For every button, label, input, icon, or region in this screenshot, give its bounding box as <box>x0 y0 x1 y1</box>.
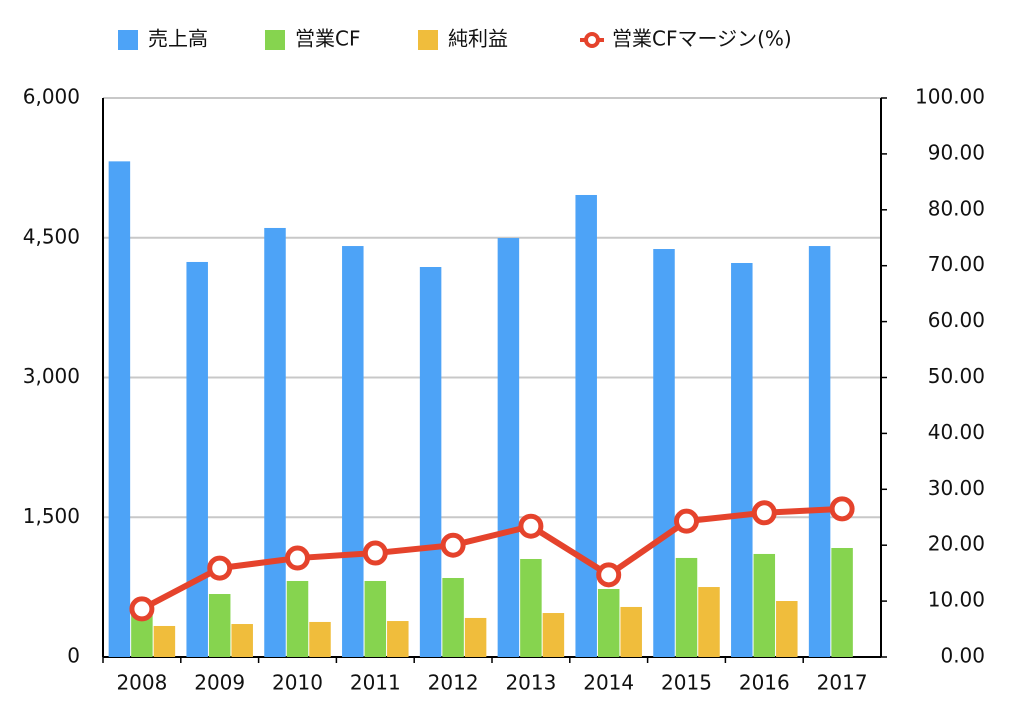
bar <box>542 613 565 657</box>
y2-tick-label: 80.00 <box>928 196 985 220</box>
bar <box>309 621 331 657</box>
bar <box>575 194 597 657</box>
y2-tick-label: 50.00 <box>928 364 985 388</box>
legend-swatch <box>584 32 600 48</box>
bar <box>776 601 798 657</box>
bar <box>653 249 675 657</box>
bar <box>675 557 698 657</box>
bar <box>520 558 542 657</box>
line-marker <box>285 545 310 571</box>
y2-tick-label: 100.00 <box>915 85 985 109</box>
bar <box>364 580 387 657</box>
bar <box>131 610 153 657</box>
x-tick-label: 2017 <box>817 671 868 695</box>
x-tick-label: 2013 <box>505 671 556 695</box>
y-tick-label: 1,500 <box>23 504 80 528</box>
y2-tick-label: 90.00 <box>928 140 985 164</box>
bar <box>731 262 753 657</box>
x-tick-label: 2015 <box>661 671 712 695</box>
y-tick-label: 3,000 <box>23 364 80 388</box>
bar <box>698 587 720 657</box>
legend-swatch <box>265 30 285 50</box>
x-tick-label: 2009 <box>194 671 245 695</box>
y2-tick-label: 30.00 <box>928 476 985 500</box>
x-tick-label: 2012 <box>428 671 479 695</box>
bar <box>186 261 208 657</box>
bar <box>753 553 776 657</box>
bar <box>831 547 853 657</box>
y2-tick-label: 20.00 <box>928 532 985 556</box>
bar <box>108 161 131 657</box>
line-marker <box>440 532 466 558</box>
line-marker <box>518 513 544 539</box>
y-tick-label: 6,000 <box>23 85 80 109</box>
y2-tick-label: 40.00 <box>928 420 985 444</box>
y2-tick-label: 0.00 <box>940 644 985 668</box>
line-marker <box>751 500 777 526</box>
line-marker <box>829 496 855 522</box>
bar <box>342 246 364 657</box>
x-tick-label: 2010 <box>272 671 323 695</box>
bar <box>808 246 831 657</box>
legend-label: 営業CF <box>295 27 360 51</box>
x-tick-label: 2014 <box>583 671 634 695</box>
y-tick-label: 4,500 <box>23 224 80 248</box>
x-tick-label: 2008 <box>116 671 167 695</box>
line-marker <box>129 596 155 622</box>
x-tick-label: 2011 <box>350 671 401 695</box>
line <box>140 505 843 612</box>
x-tick-label: 2016 <box>739 671 790 695</box>
bar <box>464 617 487 657</box>
y2-tick-label: 10.00 <box>928 588 985 612</box>
bar <box>620 606 642 657</box>
bar <box>208 594 231 657</box>
bar <box>264 227 286 657</box>
line-marker <box>596 562 622 588</box>
bar <box>153 625 176 657</box>
bar <box>231 624 253 657</box>
line-marker <box>674 508 699 534</box>
legend-label: 営業CFマージン(%) <box>612 27 792 51</box>
legend-label: 売上高 <box>148 27 208 51</box>
legend-label: 純利益 <box>448 27 508 51</box>
bar <box>442 577 464 657</box>
bar <box>286 580 309 657</box>
bar <box>597 588 620 657</box>
line-marker <box>207 555 233 581</box>
y2-tick-label: 60.00 <box>928 308 985 332</box>
line-marker <box>362 540 388 566</box>
y-tick-label: 0 <box>67 644 80 668</box>
legend-swatch <box>118 30 138 50</box>
y2-tick-label: 70.00 <box>928 252 985 276</box>
bar <box>419 267 442 657</box>
legend-swatch <box>418 30 438 50</box>
bar <box>387 621 409 657</box>
bar <box>497 238 520 658</box>
